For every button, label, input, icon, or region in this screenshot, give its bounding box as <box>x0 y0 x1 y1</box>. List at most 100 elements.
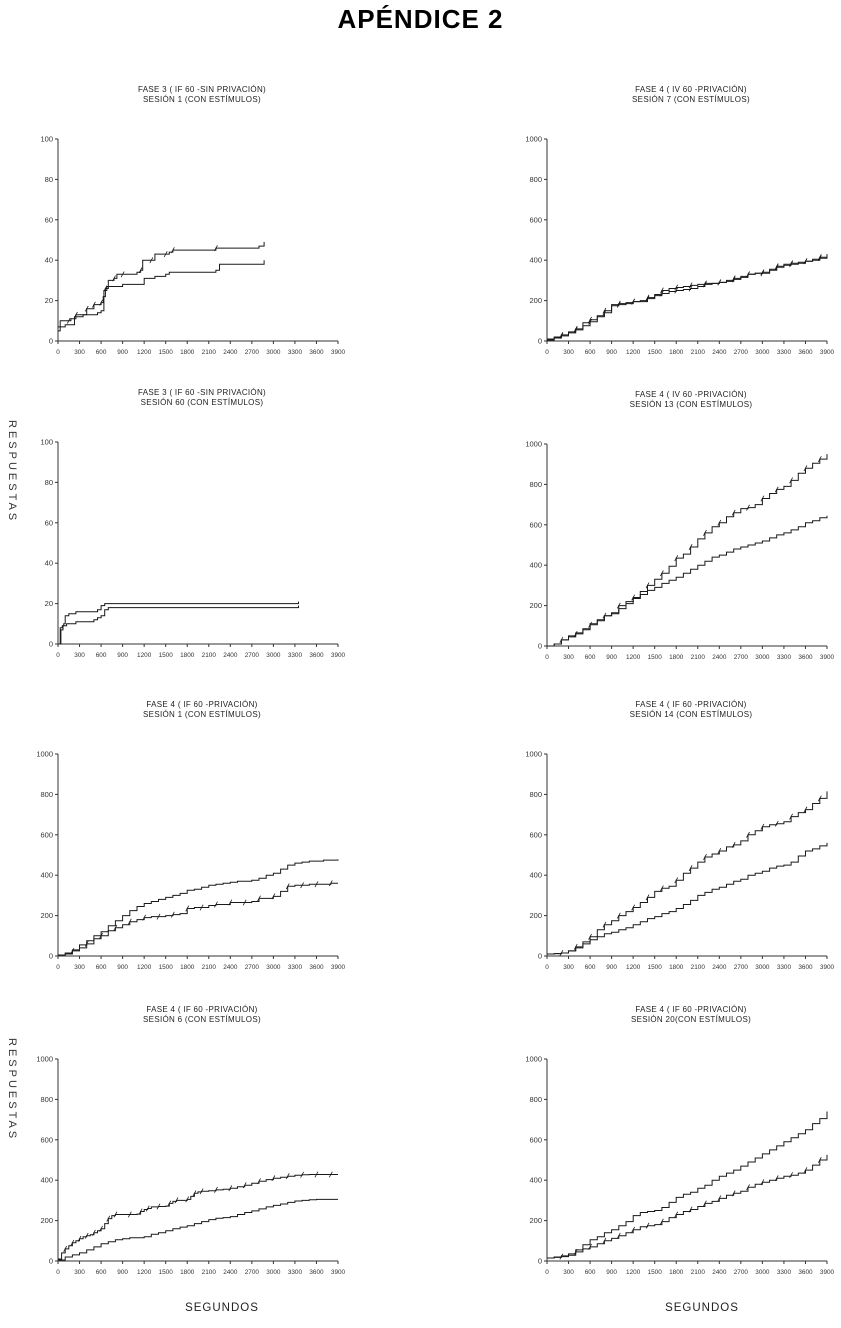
svg-text:2700: 2700 <box>734 654 749 661</box>
svg-text:2700: 2700 <box>245 1269 260 1276</box>
svg-text:3600: 3600 <box>309 652 324 659</box>
svg-text:1000: 1000 <box>36 750 53 759</box>
svg-text:2100: 2100 <box>202 1269 217 1276</box>
chart-title-line2: SESIÓN 20(CON ESTÍMULOS) <box>630 1015 752 1024</box>
svg-text:3300: 3300 <box>777 964 792 971</box>
svg-text:1800: 1800 <box>180 652 195 659</box>
svg-text:40: 40 <box>45 256 53 265</box>
svg-text:800: 800 <box>529 790 542 799</box>
svg-text:0: 0 <box>538 1257 542 1266</box>
svg-text:3900: 3900 <box>820 964 835 971</box>
svg-text:1200: 1200 <box>137 652 152 659</box>
svg-text:1000: 1000 <box>525 440 542 449</box>
svg-text:80: 80 <box>45 478 53 487</box>
svg-text:2100: 2100 <box>202 964 217 971</box>
svg-text:600: 600 <box>96 1269 107 1276</box>
svg-text:1800: 1800 <box>180 964 195 971</box>
svg-text:0: 0 <box>49 952 53 961</box>
svg-text:1000: 1000 <box>525 135 542 144</box>
svg-text:3600: 3600 <box>798 349 813 356</box>
chart-title: FASE 4 ( IF 60 -PRIVACIÓN) SESIÓN 1 (CON… <box>58 700 346 720</box>
chart-title-line1: FASE 4 ( IF 60 -PRIVACIÓN) <box>146 1005 258 1014</box>
svg-text:20: 20 <box>45 599 53 608</box>
svg-text:3300: 3300 <box>288 964 303 971</box>
svg-text:1200: 1200 <box>626 964 641 971</box>
chart-title: FASE 3 ( IF 60 -SIN PRIVACIÓN) SESIÓN 60… <box>58 388 346 408</box>
svg-text:600: 600 <box>96 652 107 659</box>
svg-text:1000: 1000 <box>525 1055 542 1064</box>
svg-text:3000: 3000 <box>755 349 770 356</box>
svg-text:3000: 3000 <box>266 1269 281 1276</box>
svg-text:0: 0 <box>545 654 549 661</box>
chart-title: FASE 4 ( IF 60 -PRIVACIÓN) SESIÓN 20(CON… <box>547 1005 835 1025</box>
svg-text:600: 600 <box>585 654 596 661</box>
chart-panel-4: FASE 4 ( IV 60 -PRIVACIÓN) SESIÓN 13 (CO… <box>517 390 835 680</box>
svg-text:2100: 2100 <box>202 652 217 659</box>
svg-text:1200: 1200 <box>626 1269 641 1276</box>
svg-text:3900: 3900 <box>820 349 835 356</box>
svg-text:600: 600 <box>529 520 542 529</box>
svg-text:0: 0 <box>538 952 542 961</box>
svg-text:3000: 3000 <box>755 1269 770 1276</box>
svg-text:900: 900 <box>606 349 617 356</box>
chart-title: FASE 4 ( IV 60 -PRIVACIÓN) SESIÓN 13 (CO… <box>547 390 835 410</box>
svg-text:3300: 3300 <box>288 1269 303 1276</box>
svg-text:0: 0 <box>49 1257 53 1266</box>
svg-text:0: 0 <box>538 642 542 651</box>
svg-text:900: 900 <box>117 349 128 356</box>
svg-text:3300: 3300 <box>777 349 792 356</box>
svg-text:2400: 2400 <box>223 652 238 659</box>
svg-text:1800: 1800 <box>180 1269 195 1276</box>
svg-text:400: 400 <box>40 1176 53 1185</box>
svg-text:1500: 1500 <box>648 349 663 356</box>
svg-text:1200: 1200 <box>626 349 641 356</box>
svg-text:600: 600 <box>585 1269 596 1276</box>
svg-text:300: 300 <box>563 349 574 356</box>
chart-title: FASE 4 ( IV 60 -PRIVACIÓN) SESIÓN 7 (CON… <box>547 85 835 105</box>
chart-panel-2: FASE 4 ( IV 60 -PRIVACIÓN) SESIÓN 7 (CON… <box>517 85 835 375</box>
svg-text:2100: 2100 <box>691 349 706 356</box>
x-axis-label-segundos-right: SEGUNDOS <box>665 1302 739 1314</box>
cumulative-record-plot: 0 20 40 60 80 100 0 300 600 900 1200 1500 1800 2100 24… <box>40 438 346 660</box>
svg-text:0: 0 <box>56 652 60 659</box>
svg-text:200: 200 <box>40 911 53 920</box>
svg-text:200: 200 <box>529 296 542 305</box>
chart-panel-7: FASE 4 ( IF 60 -PRIVACIÓN) SESIÓN 6 (CON… <box>28 1005 346 1295</box>
svg-text:0: 0 <box>545 1269 549 1276</box>
svg-text:200: 200 <box>40 1216 53 1225</box>
svg-text:3300: 3300 <box>777 1269 792 1276</box>
svg-text:1200: 1200 <box>137 1269 152 1276</box>
svg-text:3900: 3900 <box>331 964 346 971</box>
svg-text:200: 200 <box>529 1216 542 1225</box>
svg-text:800: 800 <box>529 480 542 489</box>
svg-text:400: 400 <box>529 871 542 880</box>
y-axis-label-respuestas-row4: RESPUESTAS <box>6 1038 18 1142</box>
svg-text:2400: 2400 <box>712 654 727 661</box>
svg-text:300: 300 <box>563 964 574 971</box>
svg-text:300: 300 <box>74 964 85 971</box>
chart-title-line2: SESIÓN 1 (CON ESTÍMULOS) <box>143 710 261 719</box>
svg-text:1500: 1500 <box>159 1269 174 1276</box>
svg-text:300: 300 <box>74 1269 85 1276</box>
svg-text:800: 800 <box>529 1095 542 1104</box>
chart-panel-5: FASE 4 ( IF 60 -PRIVACIÓN) SESIÓN 1 (CON… <box>28 700 346 990</box>
svg-text:900: 900 <box>606 964 617 971</box>
svg-text:300: 300 <box>74 349 85 356</box>
svg-text:3300: 3300 <box>288 652 303 659</box>
svg-text:900: 900 <box>117 652 128 659</box>
svg-text:100: 100 <box>40 135 53 144</box>
svg-text:20: 20 <box>45 296 53 305</box>
svg-text:3900: 3900 <box>820 654 835 661</box>
svg-text:600: 600 <box>529 215 542 224</box>
svg-text:1500: 1500 <box>648 1269 663 1276</box>
svg-text:600: 600 <box>40 830 53 839</box>
chart-panel-8: FASE 4 ( IF 60 -PRIVACIÓN) SESIÓN 20(CON… <box>517 1005 835 1295</box>
svg-text:3900: 3900 <box>331 652 346 659</box>
chart-title-line2: SESIÓN 1 (CON ESTÍMULOS) <box>143 95 261 104</box>
chart-title-line1: FASE 3 ( IF 60 -SIN PRIVACIÓN) <box>138 85 266 94</box>
svg-text:300: 300 <box>563 1269 574 1276</box>
svg-text:0: 0 <box>545 964 549 971</box>
chart-title-line1: FASE 4 ( IF 60 -PRIVACIÓN) <box>146 700 258 709</box>
svg-text:60: 60 <box>45 215 53 224</box>
